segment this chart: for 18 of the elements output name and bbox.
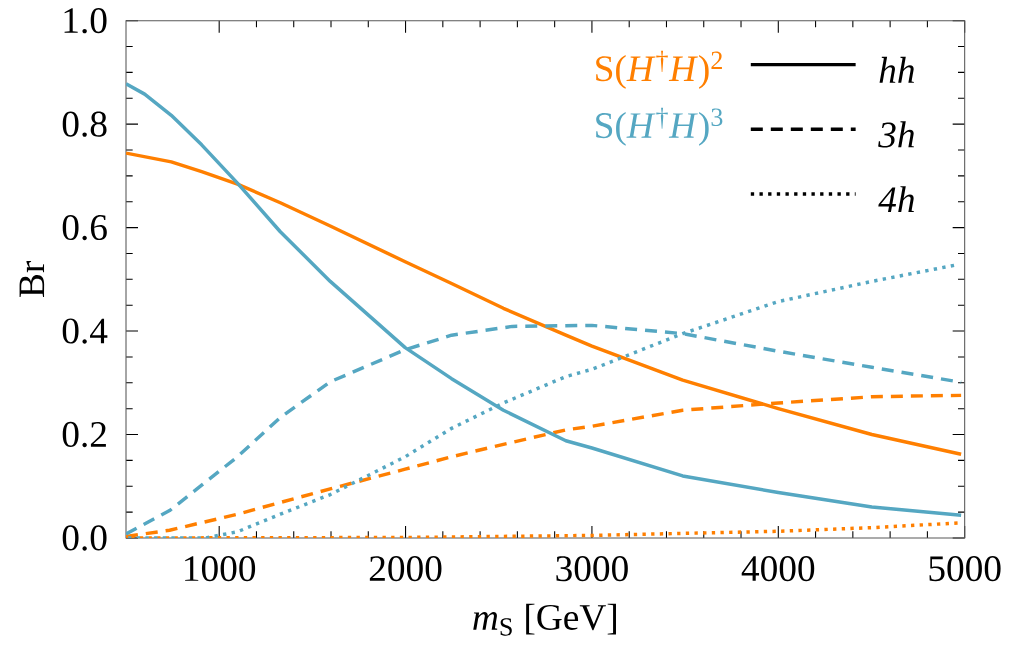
annotation: 3h [878, 121, 914, 148]
x-tick-label: 4000 [741, 556, 815, 582]
annotation: hh [879, 56, 914, 83]
y-tick-label: 0.0 [62, 525, 107, 551]
x-tick-label: 3000 [556, 556, 628, 582]
annotation: 4h [878, 186, 914, 213]
y-tick-label: 0.4 [62, 318, 108, 344]
x-tick-label: 2000 [369, 556, 442, 582]
y-tick-label: 0.6 [62, 214, 107, 241]
x-axis-title: m$_{S}$ [GeV] [473, 603, 616, 636]
text: S(H$^{†}$H)$^{2}$ [596, 50, 722, 89]
y-tick-label: 0.8 [62, 111, 107, 137]
y-tick-label: 1.0 [64, 7, 107, 34]
x-tick-label: 1000 [185, 556, 256, 582]
text: S(H$^{†}$H)$^{3}$ [596, 107, 723, 146]
x-tick-label: 5000 [929, 556, 1001, 582]
y-tick-label: 0.2 [62, 421, 106, 448]
y-axis-title: Br [19, 260, 45, 297]
